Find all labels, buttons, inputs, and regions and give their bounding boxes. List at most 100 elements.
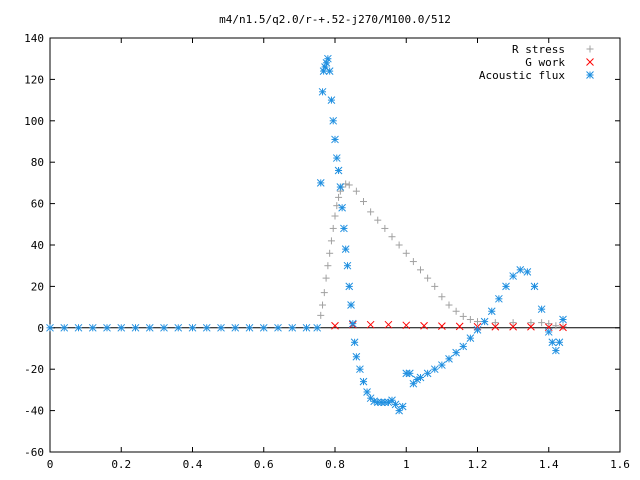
x-tick-label: 1.6: [610, 458, 630, 471]
data-point: [391, 400, 400, 409]
data-point: [548, 338, 557, 347]
series-acoustic-flux-baseline: [46, 323, 322, 332]
data-point: [350, 338, 359, 347]
data-point: [516, 265, 525, 274]
data-point: [555, 338, 564, 347]
data-point: [327, 237, 335, 245]
data-point: [417, 266, 424, 274]
data-point: [474, 318, 481, 326]
data-point: [352, 187, 360, 195]
data-point: [274, 323, 282, 332]
y-tick-label: 100: [24, 115, 44, 128]
data-point: [559, 315, 567, 324]
legend-label: R stress: [512, 43, 565, 56]
y-tick-label: -60: [24, 446, 44, 459]
data-point: [509, 272, 517, 280]
data-point: [423, 369, 432, 378]
data-point: [431, 282, 439, 290]
data-point: [103, 323, 111, 332]
data-point: [487, 307, 496, 316]
data-point: [338, 203, 346, 212]
data-point: [288, 323, 297, 332]
data-point: [327, 96, 336, 104]
data-point: [313, 323, 322, 332]
legend-label: G work: [525, 56, 565, 69]
data-point: [347, 301, 355, 309]
data-point: [537, 305, 546, 314]
data-point: [459, 342, 468, 351]
data-point: [416, 373, 425, 382]
x-tick-label: 0.6: [254, 458, 274, 471]
x-tick-label: 1.2: [468, 458, 488, 471]
data-point: [320, 289, 328, 297]
data-point: [398, 402, 407, 411]
data-point: [367, 208, 375, 216]
y-tick-label: 80: [31, 156, 44, 169]
data-point: [491, 319, 499, 327]
data-point: [455, 322, 464, 331]
data-point: [509, 322, 517, 331]
data-point: [538, 319, 546, 327]
data-point: [319, 301, 327, 309]
legend-marker: [586, 58, 594, 66]
data-point: [384, 320, 393, 329]
data-point: [329, 224, 337, 232]
data-point: [259, 323, 268, 332]
x-tick-label: 0.4: [183, 458, 203, 471]
data-point: [466, 316, 474, 324]
data-point: [145, 323, 154, 332]
y-tick-label: 120: [24, 73, 44, 86]
data-point: [322, 58, 331, 67]
data-point: [530, 282, 539, 291]
legend-marker: [586, 45, 594, 53]
data-point: [324, 262, 332, 270]
data-point: [217, 323, 225, 332]
y-tick-label: 0: [37, 322, 44, 335]
data-point: [316, 179, 325, 187]
data-point: [438, 361, 446, 369]
data-point: [545, 320, 553, 328]
data-point: [527, 322, 535, 331]
data-point: [452, 348, 460, 357]
data-point: [405, 369, 414, 378]
data-point: [131, 323, 140, 332]
data-point: [318, 87, 327, 96]
data-point: [352, 352, 361, 361]
x-tick-label: 0.2: [111, 458, 131, 471]
data-point: [552, 346, 560, 355]
data-point: [552, 322, 560, 330]
data-point: [445, 354, 453, 363]
data-point: [331, 212, 339, 220]
plot-area: [46, 54, 567, 415]
data-point: [231, 323, 240, 332]
data-point: [245, 323, 254, 332]
data-point: [326, 249, 334, 257]
data-point: [160, 323, 168, 332]
data-point: [395, 241, 403, 249]
x-tick-label: 0.8: [325, 458, 345, 471]
y-tick-label: 60: [31, 198, 44, 211]
data-point: [325, 67, 334, 75]
data-point: [374, 216, 382, 224]
data-point: [527, 319, 535, 327]
data-point: [332, 154, 341, 162]
data-point: [324, 54, 332, 63]
data-point: [502, 282, 510, 291]
data-point: [402, 321, 411, 330]
data-point: [359, 377, 368, 386]
data-point: [363, 388, 371, 396]
data-point: [333, 202, 341, 210]
data-point: [345, 282, 354, 291]
data-point: [46, 323, 54, 332]
data-point: [343, 261, 352, 270]
data-point: [452, 307, 460, 315]
data-point: [438, 293, 446, 301]
x-axis-ticks: 0 0.2 0.4 0.6 0.8 1 1.2 1.4 1.6: [47, 38, 630, 471]
data-point: [329, 116, 338, 125]
data-point: [336, 183, 345, 191]
data-point: [341, 245, 350, 253]
data-point: [202, 323, 211, 332]
data-point: [445, 301, 453, 309]
data-point: [424, 274, 432, 282]
